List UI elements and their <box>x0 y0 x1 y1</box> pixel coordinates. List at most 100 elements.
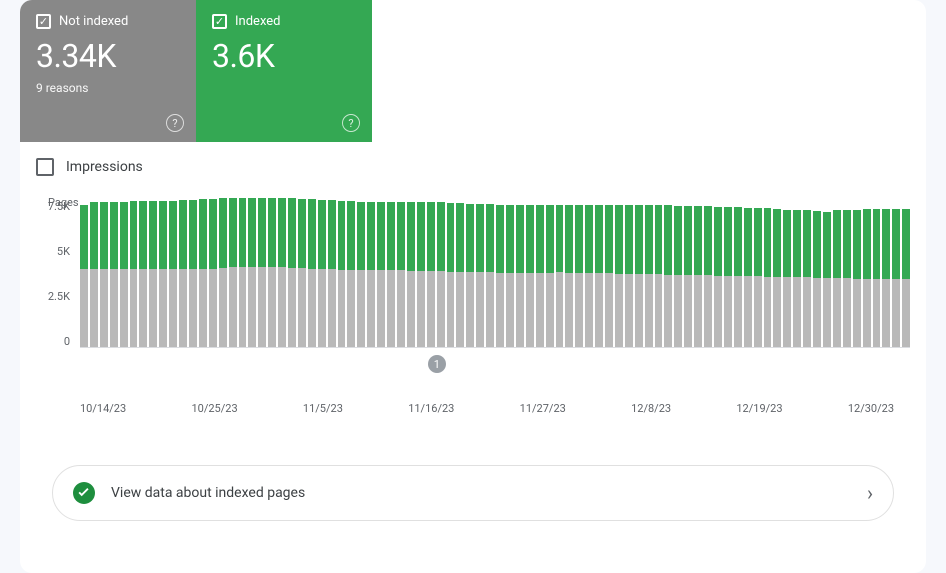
chart-bar[interactable] <box>863 209 871 347</box>
chart-bar[interactable] <box>882 209 890 347</box>
chart-bar[interactable] <box>120 202 128 347</box>
chart-bar[interactable] <box>496 205 504 347</box>
chart-bar[interactable] <box>189 200 197 347</box>
chart-bar[interactable] <box>179 200 187 347</box>
x-tick: 11/16/23 <box>408 402 454 415</box>
chart-bar[interactable] <box>635 205 643 347</box>
chart-bar[interactable] <box>684 206 692 347</box>
chart-bar[interactable] <box>764 208 772 347</box>
chart-bar[interactable] <box>803 210 811 347</box>
chart-bar[interactable] <box>843 210 851 347</box>
y-tick: 5K <box>57 245 70 258</box>
chart-bar[interactable] <box>387 202 395 347</box>
chart-plot-area[interactable]: 1 <box>80 198 910 348</box>
chart-bar[interactable] <box>823 212 831 347</box>
chart-bar[interactable] <box>873 209 881 347</box>
chart-bar[interactable] <box>239 198 247 347</box>
chart-bar[interactable] <box>902 209 910 347</box>
chart-bar[interactable] <box>833 210 841 347</box>
chart-bar[interactable] <box>615 205 623 347</box>
chart-bar[interactable] <box>437 202 445 347</box>
chart-bar[interactable] <box>268 198 276 347</box>
chart-bar[interactable] <box>565 205 573 347</box>
chart-bar[interactable] <box>338 201 346 347</box>
chart-bar[interactable] <box>595 205 603 347</box>
chart-bar[interactable] <box>298 199 306 347</box>
chart-bar[interactable] <box>754 208 762 347</box>
chart-bar[interactable] <box>625 205 633 347</box>
view-row-label: View data about indexed pages <box>111 485 851 501</box>
chart-bar[interactable] <box>585 205 593 347</box>
chart-bar[interactable] <box>248 198 256 347</box>
chart-bar[interactable] <box>367 202 375 347</box>
chart-bar[interactable] <box>308 199 316 347</box>
chevron-right-icon: › <box>867 481 873 505</box>
chart-bar[interactable] <box>734 207 742 347</box>
chart-bar[interactable] <box>714 207 722 347</box>
chart-bar[interactable] <box>149 201 157 347</box>
chart-bar[interactable] <box>100 202 108 347</box>
event-marker[interactable]: 1 <box>428 355 446 373</box>
chart-bar[interactable] <box>793 210 801 347</box>
x-tick: 12/8/23 <box>631 402 671 415</box>
chart-bar[interactable] <box>229 198 237 347</box>
chart-bar[interactable] <box>427 202 435 347</box>
chart-bar[interactable] <box>892 209 900 347</box>
chart-bar[interactable] <box>853 210 861 347</box>
chart-bar[interactable] <box>694 206 702 347</box>
chart-bar[interactable] <box>139 201 147 347</box>
chart-bar[interactable] <box>506 205 514 347</box>
chart-bar[interactable] <box>130 201 138 347</box>
chart-bar[interactable] <box>90 202 98 347</box>
chart-bar[interactable] <box>476 204 484 347</box>
help-icon[interactable]: ? <box>166 114 184 132</box>
chart-bar[interactable] <box>773 209 781 347</box>
tab-not-indexed[interactable]: ✓ Not indexed 3.34K 9 reasons ? <box>20 0 196 142</box>
chart-bar[interactable] <box>724 207 732 347</box>
chart-bar[interactable] <box>783 210 791 347</box>
chart-bar[interactable] <box>645 205 653 347</box>
chart-bar[interactable] <box>219 198 227 347</box>
chart-bar[interactable] <box>664 205 672 347</box>
chart-bar[interactable] <box>258 198 266 347</box>
chart-bar[interactable] <box>407 202 415 347</box>
chart-bar[interactable] <box>159 201 167 347</box>
chart-bar[interactable] <box>209 199 217 347</box>
chart-bar[interactable] <box>417 202 425 347</box>
chart-bar[interactable] <box>546 205 554 347</box>
chart-bar[interactable] <box>486 204 494 347</box>
chart-bar[interactable] <box>328 200 336 347</box>
chart-bar[interactable] <box>605 205 613 347</box>
tab-indexed[interactable]: ✓ Indexed 3.6K ? <box>196 0 372 142</box>
chart-bar[interactable] <box>744 208 752 347</box>
chart-bar[interactable] <box>357 202 365 347</box>
chart-bar[interactable] <box>536 205 544 347</box>
y-axis: 7.5K5K2.5K0 <box>20 198 80 348</box>
chart-bar[interactable] <box>575 205 583 347</box>
chart-bar[interactable] <box>466 204 474 347</box>
chart-bar[interactable] <box>526 205 534 347</box>
chart-bar[interactable] <box>278 198 286 347</box>
chart-bar[interactable] <box>199 199 207 347</box>
chart-bar[interactable] <box>318 200 326 347</box>
chart-bar[interactable] <box>397 202 405 347</box>
chart-bar[interactable] <box>377 202 385 347</box>
chart-bar[interactable] <box>516 205 524 347</box>
chart-bar[interactable] <box>655 205 663 347</box>
view-indexed-pages-row[interactable]: View data about indexed pages › <box>52 465 894 521</box>
chart-bar[interactable] <box>347 201 355 347</box>
x-tick: 10/25/23 <box>191 402 237 415</box>
chart-bar[interactable] <box>447 203 455 347</box>
chart-bar[interactable] <box>704 206 712 347</box>
chart-bar[interactable] <box>813 211 821 347</box>
impressions-toggle-row[interactable]: Impressions <box>20 142 926 184</box>
status-tabs: ✓ Not indexed 3.34K 9 reasons ? ✓ Indexe… <box>20 0 926 142</box>
help-icon[interactable]: ? <box>342 114 360 132</box>
chart-bar[interactable] <box>674 206 682 347</box>
chart-bar[interactable] <box>80 205 88 347</box>
chart-bar[interactable] <box>556 205 564 347</box>
chart-bar[interactable] <box>288 198 296 347</box>
chart-bar[interactable] <box>456 203 464 347</box>
chart-bar[interactable] <box>110 202 118 347</box>
chart-bar[interactable] <box>169 201 177 347</box>
